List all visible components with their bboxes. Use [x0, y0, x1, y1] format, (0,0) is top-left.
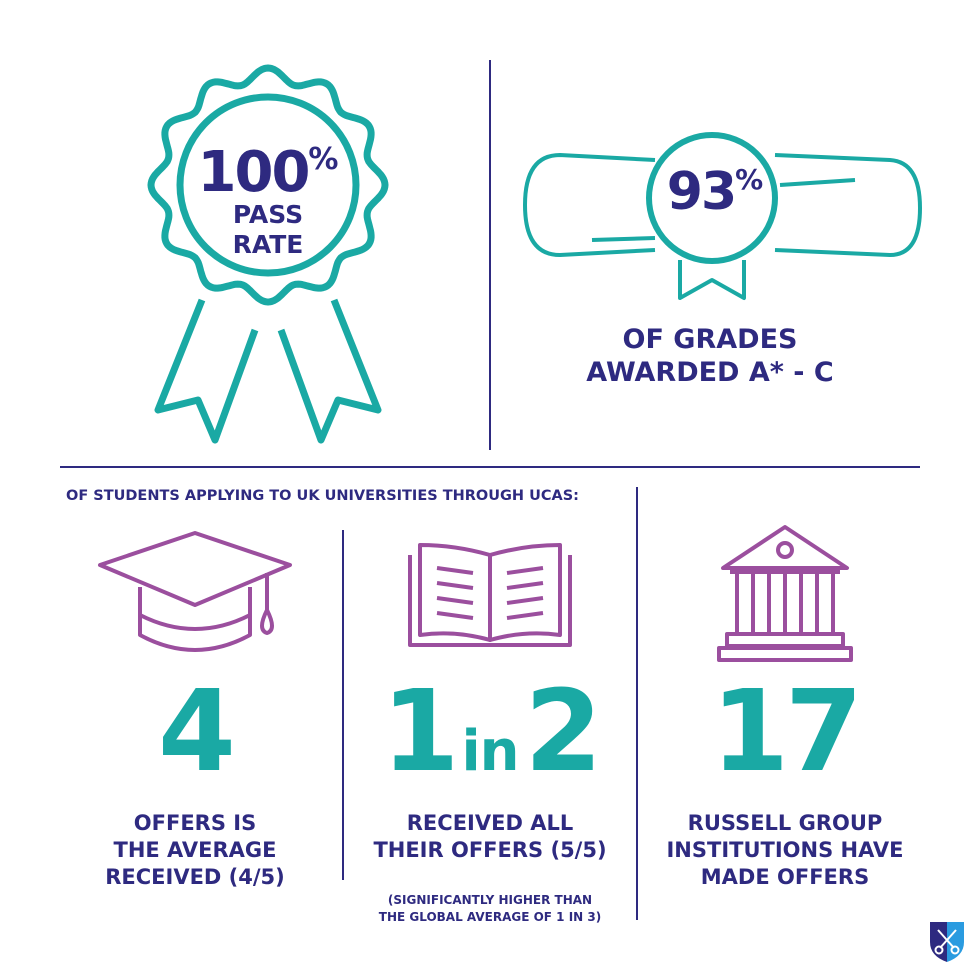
stat-russell-number: 17	[711, 667, 863, 797]
stat-all-offers-number-b: 2	[524, 667, 603, 797]
stat-offers-caption-3: RECEIVED (4/5)	[105, 865, 285, 889]
stat-offers-caption-1: OFFERS IS	[133, 811, 257, 835]
divider-vertical-left	[342, 530, 344, 880]
pass-rate-label-2: RATE	[232, 230, 304, 259]
divider-horizontal	[60, 466, 920, 468]
pass-rate-unit: %	[308, 142, 339, 177]
stat-all-offers-note-1: (SIGNIFICANTLY HIGHER THAN	[387, 893, 593, 907]
rosette-icon	[147, 64, 389, 444]
stat-all-offers-number-a: 1	[381, 667, 460, 797]
crossed-keys-shield-logo	[930, 922, 964, 962]
stat-all-offers-caption-1: RECEIVED ALL	[406, 811, 574, 835]
divider-vertical-top	[489, 60, 491, 450]
divider-vertical-right	[636, 487, 638, 920]
stat-offers-number: 4	[158, 667, 236, 797]
stat-all-offers-number-mid: in	[461, 719, 519, 784]
pass-rate-label-1: PASS	[232, 200, 304, 229]
open-book-icon	[408, 543, 572, 647]
graduation-cap-icon	[98, 531, 292, 652]
grades-unit: %	[735, 163, 764, 196]
grades-label-2: AWARDED A* - C	[586, 357, 834, 388]
pass-rate-value: 100	[197, 140, 311, 205]
university-building-icon	[717, 525, 853, 662]
grades-value: 93	[666, 162, 737, 222]
stat-all-offers-caption-2: THEIR OFFERS (5/5)	[373, 838, 607, 862]
stat-all-offers-note-2: THE GLOBAL AVERAGE OF 1 IN 3)	[378, 910, 602, 924]
stat-russell-caption-3: MADE OFFERS	[700, 865, 870, 889]
grades-label-1: OF GRADES	[622, 324, 798, 355]
stat-russell-caption-2: INSTITUTIONS HAVE	[666, 838, 904, 862]
diploma-scroll-icon	[523, 132, 922, 300]
stat-offers-caption-2: THE AVERAGE	[113, 838, 277, 862]
stat-russell-caption-1: RUSSELL GROUP	[687, 811, 883, 835]
ucas-heading: OF STUDENTS APPLYING TO UK UNIVERSITIES …	[66, 488, 579, 504]
